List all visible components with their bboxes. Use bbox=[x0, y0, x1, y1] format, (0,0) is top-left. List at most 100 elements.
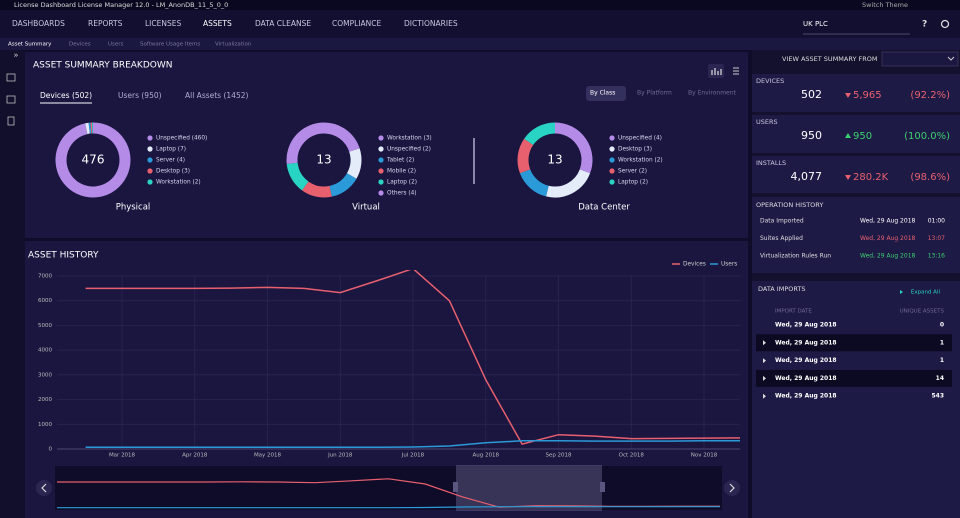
filter-button[interactable]: By Platform bbox=[637, 90, 672, 97]
navigator-prev[interactable] bbox=[36, 480, 52, 496]
filter-button[interactable]: By Class bbox=[590, 90, 615, 97]
next-arrow bbox=[729, 483, 735, 493]
donut-slice bbox=[323, 122, 360, 153]
legend-swatch bbox=[147, 146, 153, 152]
operation-name: Suites Applied bbox=[760, 235, 803, 242]
navigator-next[interactable] bbox=[724, 480, 740, 496]
row-bg bbox=[756, 334, 952, 352]
legend-swatch bbox=[378, 179, 384, 185]
legend-label: Unspecified (460) bbox=[156, 136, 207, 142]
card-value: 4,077 bbox=[791, 170, 823, 183]
legend-label: Laptop (7) bbox=[156, 147, 186, 153]
asset-tab[interactable]: Users (950) bbox=[118, 91, 162, 100]
x-tick-label: May 2018 bbox=[254, 453, 282, 459]
card-change: 950 bbox=[853, 131, 872, 142]
navigator-handle[interactable] bbox=[600, 482, 605, 492]
legend-label: Laptop (2) bbox=[618, 180, 648, 186]
summary-dropdown[interactable] bbox=[881, 51, 959, 67]
legend-swatch bbox=[378, 157, 384, 163]
legend-swatch bbox=[609, 179, 615, 185]
import-assets: 14 bbox=[936, 375, 944, 382]
chart-view-icon bbox=[711, 68, 722, 75]
users-card bbox=[752, 115, 960, 153]
donut-total: 13 bbox=[316, 153, 331, 167]
sub-nav-item[interactable]: Devices bbox=[69, 42, 91, 48]
installs-card bbox=[752, 156, 960, 193]
legend-swatch bbox=[609, 168, 615, 174]
nav-item[interactable]: DASHBOARDS bbox=[12, 19, 65, 28]
delete-icon[interactable] bbox=[7, 116, 15, 126]
card-label: DEVICES bbox=[756, 77, 784, 85]
donut-name: Data Center bbox=[578, 203, 630, 213]
operation-date: Wed, 29 Aug 2018 bbox=[860, 218, 916, 225]
import-date: Wed, 29 Aug 2018 bbox=[775, 375, 837, 382]
row-expander[interactable] bbox=[763, 358, 766, 364]
legend-swatch bbox=[147, 157, 153, 163]
filter-button[interactable]: By Environment bbox=[688, 90, 737, 97]
legend-label: Laptop (2) bbox=[387, 180, 417, 186]
nav-item[interactable]: COMPLIANCE bbox=[332, 19, 382, 28]
series-line bbox=[85, 440, 740, 449]
expand-icon bbox=[900, 290, 903, 294]
operation-date: Wed, 29 Aug 2018 bbox=[860, 253, 916, 260]
card-change: 280.2K bbox=[853, 172, 889, 183]
nav-bar bbox=[0, 10, 960, 38]
legend-label: Mobile (2) bbox=[387, 169, 416, 175]
help-icon[interactable]: ? bbox=[922, 20, 927, 30]
plot-area bbox=[85, 270, 740, 449]
org-selector[interactable]: UK PLC bbox=[803, 20, 828, 28]
sub-nav-item[interactable]: Asset Summary bbox=[8, 42, 52, 48]
operation-time: 01:00 bbox=[928, 218, 945, 225]
legend-swatch bbox=[147, 179, 153, 185]
x-tick-label: Nov 2018 bbox=[691, 453, 718, 459]
donut-slice bbox=[546, 169, 591, 198]
sub-nav-item[interactable]: Virtualization bbox=[215, 42, 252, 48]
settings-icon[interactable] bbox=[940, 19, 950, 29]
x-tick-label: Jul 2018 bbox=[401, 453, 425, 459]
summary-title: VIEW ASSET SUMMARY FROM bbox=[782, 55, 877, 63]
panel-title: ASSET SUMMARY BREAKDOWN bbox=[33, 61, 172, 71]
nav-item[interactable]: DICTIONARIES bbox=[404, 19, 458, 28]
export-icon[interactable] bbox=[6, 73, 16, 82]
series-line bbox=[85, 270, 740, 445]
navigator-handle[interactable] bbox=[453, 482, 458, 492]
column-header: IMPORT DATE bbox=[775, 309, 812, 315]
card-change: 5,965 bbox=[853, 90, 882, 101]
row-expander[interactable] bbox=[763, 375, 766, 381]
nav-item[interactable]: LICENSES bbox=[145, 19, 181, 28]
import-date: Wed, 29 Aug 2018 bbox=[775, 357, 837, 364]
legend-label: Desktop (3) bbox=[156, 169, 190, 175]
switch-theme[interactable]: Switch Theme bbox=[862, 1, 908, 9]
nav-item[interactable]: DATA CLEANSE bbox=[255, 19, 311, 28]
operations-card bbox=[752, 197, 960, 273]
nav-item[interactable]: REPORTS bbox=[88, 19, 123, 28]
legend-swatch bbox=[609, 135, 615, 141]
expand-all[interactable]: Expand All bbox=[911, 290, 941, 296]
x-tick-label: Apr 2018 bbox=[182, 453, 208, 459]
asset-tab[interactable]: Devices (502) bbox=[40, 91, 92, 100]
sub-nav-item[interactable]: Users bbox=[108, 42, 124, 48]
row-expander[interactable] bbox=[763, 340, 766, 346]
list-view-icon[interactable] bbox=[733, 67, 739, 75]
nav-item[interactable]: ASSETS bbox=[203, 19, 232, 28]
sub-nav-item[interactable]: Software Usage Items bbox=[140, 42, 200, 48]
import-date: Wed, 29 Aug 2018 bbox=[775, 393, 837, 400]
donut-slice bbox=[517, 138, 534, 174]
donut-total: 476 bbox=[82, 153, 105, 167]
y-tick-label: 7000 bbox=[38, 274, 52, 280]
chart-icon[interactable] bbox=[6, 95, 16, 104]
y-tick-label: 4000 bbox=[38, 348, 52, 354]
navigator-window[interactable] bbox=[456, 465, 602, 511]
y-tick-label: 3000 bbox=[38, 372, 52, 378]
donut-slice bbox=[301, 181, 332, 198]
row-expander[interactable] bbox=[763, 393, 766, 399]
donut-total: 13 bbox=[547, 153, 562, 167]
donut-name: Virtual bbox=[352, 203, 380, 213]
legend-label: Others (4) bbox=[387, 191, 417, 197]
legend-label: Tablet (2) bbox=[386, 158, 414, 164]
legend-swatch bbox=[609, 146, 615, 152]
asset-tab[interactable]: All Assets (1452) bbox=[185, 91, 248, 100]
collapse-icon[interactable]: » bbox=[14, 51, 19, 60]
